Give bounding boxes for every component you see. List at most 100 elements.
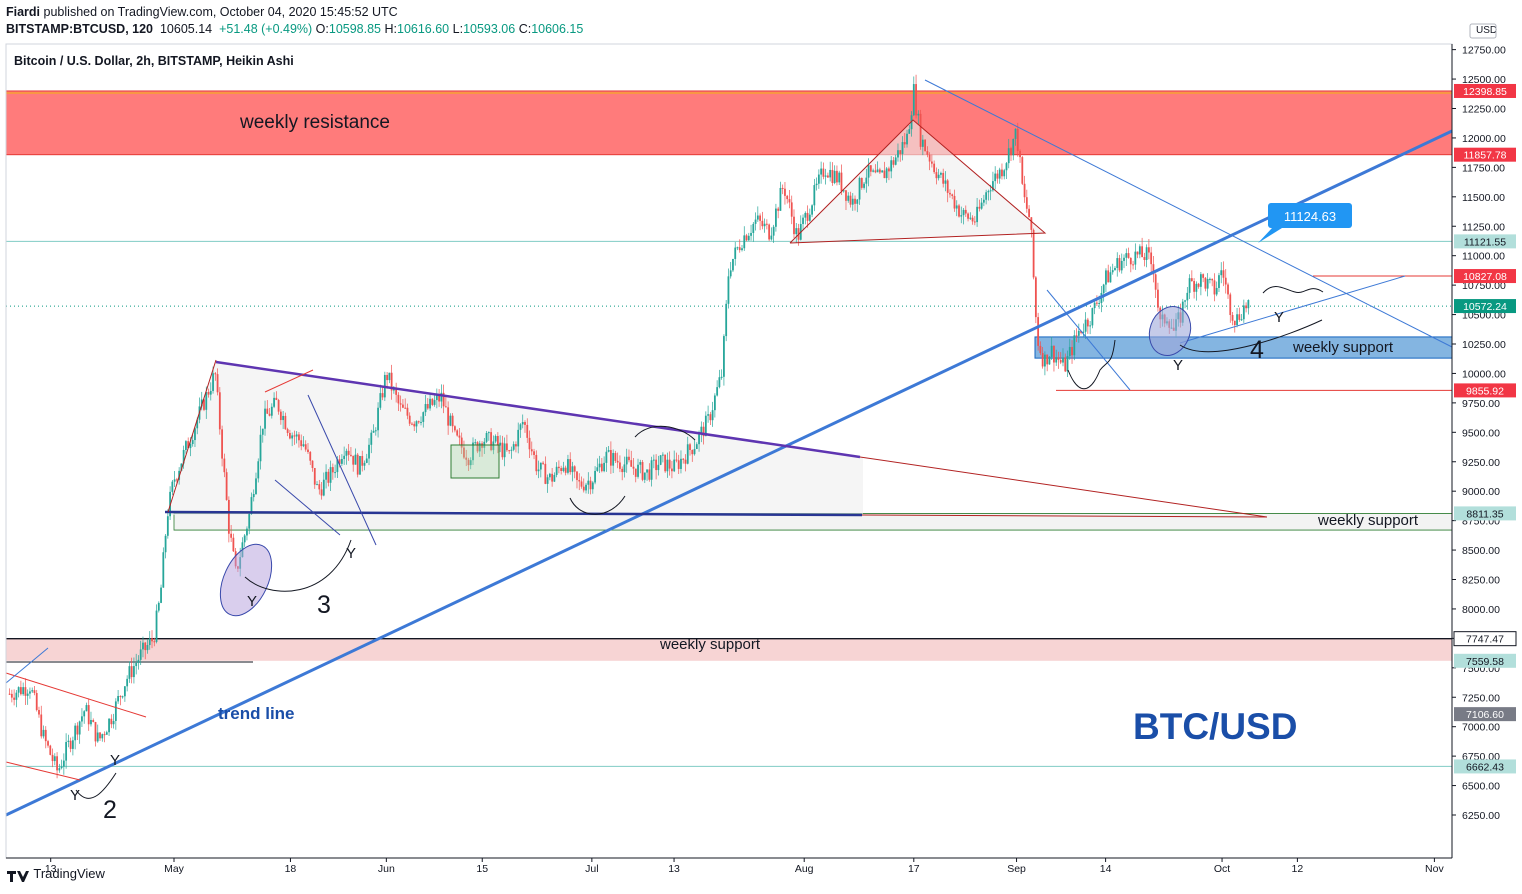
candle-body <box>295 434 298 437</box>
candle-body <box>327 471 330 483</box>
candle-body <box>275 397 278 400</box>
candle-body <box>695 444 698 450</box>
candle-body <box>582 486 585 491</box>
y-tick-label: 11250.00 <box>1462 221 1505 233</box>
weekly-resistance-label: weekly resistance <box>239 112 390 133</box>
candle-body <box>1023 183 1026 198</box>
candle-body <box>1046 354 1049 365</box>
candle-body <box>252 494 255 498</box>
candle-body <box>637 464 639 477</box>
candle-body <box>899 150 902 154</box>
currency-label: USD <box>1476 25 1497 36</box>
triangle-left-line <box>167 359 217 513</box>
candle-body <box>1197 283 1200 287</box>
high-value: 10616.60 <box>397 22 450 36</box>
y-tick-label: 6250.00 <box>1462 810 1500 822</box>
candle-body <box>402 404 404 408</box>
candle-body <box>973 221 976 223</box>
candle-body <box>415 421 418 427</box>
candle-body <box>811 205 813 215</box>
candle-body <box>949 192 951 195</box>
candle-body <box>58 768 61 771</box>
candle-body <box>451 415 454 427</box>
candle-body <box>209 390 212 395</box>
candle-body <box>218 392 221 430</box>
candle-body <box>164 535 167 553</box>
candle-body <box>171 481 174 492</box>
candle-body <box>671 468 673 472</box>
candle-body <box>99 732 101 739</box>
candle-body <box>56 756 58 771</box>
resistance-zone <box>5 90 1453 156</box>
flag-line-2 <box>274 479 341 536</box>
candle-body <box>553 474 556 482</box>
candle-body <box>329 467 332 483</box>
candle-body <box>863 183 865 188</box>
candle-body <box>38 710 40 715</box>
candle-body <box>765 223 768 225</box>
candle-body <box>677 460 680 469</box>
candle-body <box>469 460 472 466</box>
wave-label-2: 2 <box>103 796 117 824</box>
currency-box[interactable] <box>1469 23 1497 39</box>
candle-body <box>29 691 31 694</box>
candle-body <box>257 461 260 479</box>
candle-body <box>250 497 253 515</box>
price-tag <box>1454 234 1516 249</box>
candle-body <box>1016 128 1019 151</box>
candle-body <box>114 701 117 721</box>
curve-small-2 <box>634 425 696 441</box>
candle-body <box>481 443 483 448</box>
candle-body <box>343 455 346 460</box>
candle-body <box>524 422 526 425</box>
price-badge[interactable] <box>1268 203 1352 228</box>
candle-body <box>643 472 646 480</box>
candle-body <box>363 462 366 466</box>
candle-body <box>1075 335 1078 337</box>
candle-body <box>924 139 927 152</box>
candle-body <box>1147 247 1150 253</box>
candle-body <box>277 399 280 412</box>
candle-body <box>994 173 997 182</box>
candle-body <box>8 693 11 695</box>
x-tick-label: Oct <box>1214 863 1230 875</box>
candle-body <box>139 649 142 660</box>
green-box <box>450 444 500 479</box>
price-tag-text: 10572.24 <box>1463 301 1507 313</box>
candle-body <box>867 165 870 178</box>
candle-body <box>361 456 364 466</box>
candle-body <box>546 477 549 484</box>
y-tick-label: 12500.00 <box>1462 74 1506 86</box>
candle-body <box>1206 279 1209 289</box>
tradingview-logo-icon <box>7 870 29 882</box>
trend-line-label: trend line <box>218 704 295 723</box>
candle-body <box>702 426 705 437</box>
candle-body <box>216 374 219 393</box>
x-tick-label: Jun <box>378 863 395 875</box>
candle-body <box>1184 300 1186 302</box>
candle-body <box>207 392 210 395</box>
candle-body <box>576 471 578 481</box>
candle-body <box>1062 357 1064 363</box>
close-label: C: <box>518 22 532 36</box>
candle-body <box>680 458 682 469</box>
candle-body <box>639 462 642 465</box>
author-name[interactable]: Fiardi <box>6 5 41 19</box>
y-tick-label: 12750.00 <box>1462 45 1506 57</box>
tradingview-footer[interactable]: TradingView <box>6 866 105 882</box>
candle-body <box>775 208 777 227</box>
candle-body <box>227 499 230 534</box>
candle-body <box>829 169 832 178</box>
candle-body <box>381 393 384 398</box>
ohlc-bar: BITSTAMP:BTCUSD, 120 10605.14 +51.48 (+0… <box>6 22 583 36</box>
candle-body <box>560 468 563 471</box>
candle-body <box>747 235 750 241</box>
candle-body <box>558 466 560 469</box>
candle-body <box>1199 274 1202 287</box>
candle-body <box>422 412 425 422</box>
candle-body <box>858 177 861 200</box>
candle-body <box>1127 253 1130 258</box>
candle-body <box>20 687 22 695</box>
candle-body <box>646 469 648 473</box>
